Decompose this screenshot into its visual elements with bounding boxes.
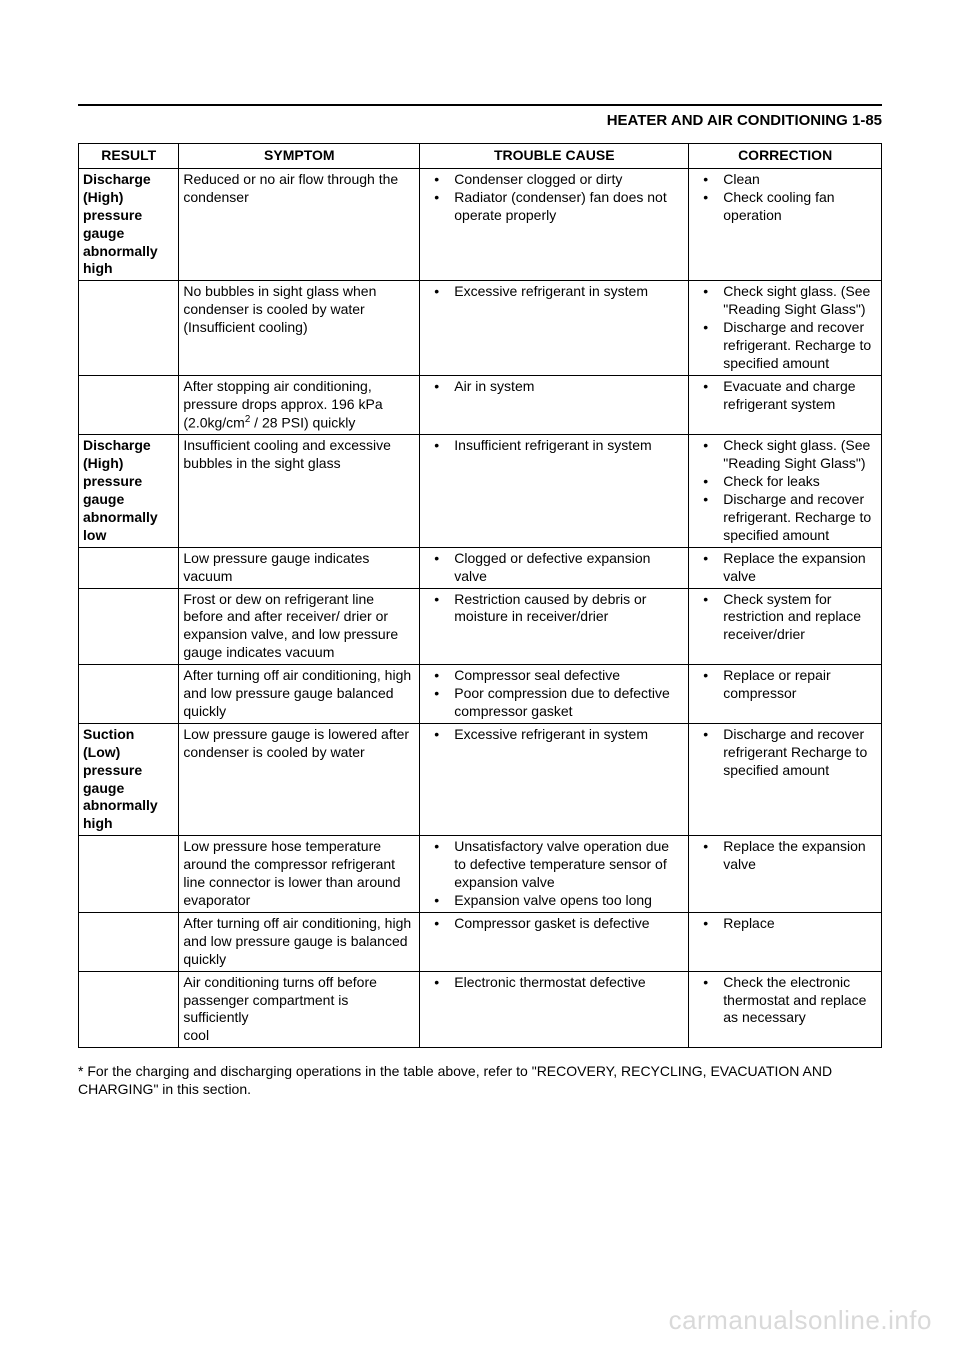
col-correction: CORRECTION <box>689 144 882 169</box>
table-row: Discharge (High) pressure gauge abnormal… <box>79 435 882 547</box>
cause-item: Poor compression due to defective compre… <box>424 685 684 721</box>
footnote-text: * For the charging and discharging opera… <box>78 1062 882 1098</box>
table-row: Low pressure gauge indicates vacuumClogg… <box>79 547 882 588</box>
table-header-row: RESULT SYMPTOM TROUBLE CAUSE CORRECTION <box>79 144 882 169</box>
cell-result: Discharge (High) pressure gauge abnormal… <box>79 168 179 280</box>
cell-result <box>79 912 179 971</box>
cell-symptom: Insufficient cooling and excessive bubbl… <box>179 435 420 547</box>
cell-correction: Check system for restriction and replace… <box>689 588 882 665</box>
correction-item: Discharge and recover refrigerant Rechar… <box>693 726 877 780</box>
cause-item: Excessive refrigerant in system <box>424 726 684 744</box>
cell-trouble-cause: Excessive refrigerant in system <box>420 723 689 835</box>
cause-item: Air in system <box>424 378 684 396</box>
cell-result <box>79 665 179 724</box>
cause-item: Compressor gasket is defective <box>424 915 684 933</box>
cause-item: Unsatisfactory valve operation due to de… <box>424 838 684 892</box>
cell-result <box>79 971 179 1048</box>
cell-result <box>79 836 179 913</box>
cell-symptom: Low pressure hose temperature around the… <box>179 836 420 913</box>
page-header: HEATER AND AIR CONDITIONING 1-85 <box>78 112 882 129</box>
correction-item: Discharge and recover refrigerant. Recha… <box>693 491 877 545</box>
cell-trouble-cause: Excessive refrigerant in system <box>420 281 689 376</box>
correction-item: Replace <box>693 915 877 933</box>
correction-item: Check cooling fan operation <box>693 189 877 225</box>
correction-item: Check the electronic thermostat and repl… <box>693 974 877 1028</box>
table-row: Frost or dew on refrigerant line before … <box>79 588 882 665</box>
header-rule <box>78 104 882 106</box>
cause-item: Expansion valve opens too long <box>424 892 684 910</box>
cell-symptom: No bubbles in sight glass when condenser… <box>179 281 420 376</box>
col-trouble-cause: TROUBLE CAUSE <box>420 144 689 169</box>
correction-item: Evacuate and charge refrigerant system <box>693 378 877 414</box>
table-row: After turning off air conditioning, high… <box>79 665 882 724</box>
cell-trouble-cause: Restriction caused by debris or moisture… <box>420 588 689 665</box>
cell-result <box>79 281 179 376</box>
cell-result: Suction (Low) pressure gauge abnormally … <box>79 723 179 835</box>
cause-item: Condenser clogged or dirty <box>424 171 684 189</box>
cause-item: Restriction caused by debris or moisture… <box>424 591 684 627</box>
table-row: After stopping air conditioning, pressur… <box>79 375 882 434</box>
cell-symptom: After turning off air conditioning, high… <box>179 665 420 724</box>
col-result: RESULT <box>79 144 179 169</box>
table-row: Discharge (High) pressure gauge abnormal… <box>79 168 882 280</box>
cell-result <box>79 547 179 588</box>
table-row: Air conditioning turns off before passen… <box>79 971 882 1048</box>
cell-trouble-cause: Condenser clogged or dirtyRadiator (cond… <box>420 168 689 280</box>
correction-item: Check sight glass. (See "Reading Sight G… <box>693 437 877 473</box>
cell-correction: Check sight glass. (See "Reading Sight G… <box>689 435 882 547</box>
table-body: Discharge (High) pressure gauge abnormal… <box>79 168 882 1047</box>
cell-correction: Replace the expansion valve <box>689 547 882 588</box>
cell-symptom: After stopping air conditioning, pressur… <box>179 375 420 434</box>
correction-item: Replace the expansion valve <box>693 550 877 586</box>
table-row: Suction (Low) pressure gauge abnormally … <box>79 723 882 835</box>
cause-item: Compressor seal defective <box>424 667 684 685</box>
cell-result <box>79 375 179 434</box>
cell-trouble-cause: Clogged or defective expansion valve <box>420 547 689 588</box>
correction-item: Discharge and recover refrigerant. Recha… <box>693 319 877 373</box>
page-container: HEATER AND AIR CONDITIONING 1-85 RESULT … <box>0 0 960 1358</box>
cell-correction: Replace the expansion valve <box>689 836 882 913</box>
cell-symptom: After turning off air conditioning, high… <box>179 912 420 971</box>
cause-item: Excessive refrigerant in system <box>424 283 684 301</box>
correction-item: Replace the expansion valve <box>693 838 877 874</box>
cell-correction: Discharge and recover refrigerant Rechar… <box>689 723 882 835</box>
cell-correction: Replace <box>689 912 882 971</box>
cell-symptom: Low pressure gauge indicates vacuum <box>179 547 420 588</box>
cell-correction: Evacuate and charge refrigerant system <box>689 375 882 434</box>
table-row: No bubbles in sight glass when condenser… <box>79 281 882 376</box>
correction-item: Check for leaks <box>693 473 877 491</box>
col-symptom: SYMPTOM <box>179 144 420 169</box>
cell-trouble-cause: Electronic thermostat defective <box>420 971 689 1048</box>
cell-trouble-cause: Compressor gasket is defective <box>420 912 689 971</box>
correction-item: Clean <box>693 171 877 189</box>
cell-result <box>79 588 179 665</box>
cell-symptom: Low pressure gauge is lowered after cond… <box>179 723 420 835</box>
correction-item: Check sight glass. (See "Reading Sight G… <box>693 283 877 319</box>
cause-item: Electronic thermostat defective <box>424 974 684 992</box>
cell-symptom: Frost or dew on refrigerant line before … <box>179 588 420 665</box>
cause-item: Clogged or defective expansion valve <box>424 550 684 586</box>
cell-correction: Check sight glass. (See "Reading Sight G… <box>689 281 882 376</box>
correction-item: Replace or repair compressor <box>693 667 877 703</box>
watermark-text: carmanualsonline.info <box>669 1305 932 1336</box>
cell-symptom: Reduced or no air flow through the conde… <box>179 168 420 280</box>
cell-correction: Check the electronic thermostat and repl… <box>689 971 882 1048</box>
cause-item: Radiator (condenser) fan does not operat… <box>424 189 684 225</box>
cell-trouble-cause: Compressor seal defectivePoor compressio… <box>420 665 689 724</box>
cell-result: Discharge (High) pressure gauge abnormal… <box>79 435 179 547</box>
correction-item: Check system for restriction and replace… <box>693 591 877 645</box>
cell-symptom: Air conditioning turns off before passen… <box>179 971 420 1048</box>
troubleshooting-table: RESULT SYMPTOM TROUBLE CAUSE CORRECTION … <box>78 143 882 1048</box>
table-row: After turning off air conditioning, high… <box>79 912 882 971</box>
cell-trouble-cause: Unsatisfactory valve operation due to de… <box>420 836 689 913</box>
cell-trouble-cause: Insufficient refrigerant in system <box>420 435 689 547</box>
cause-item: Insufficient refrigerant in system <box>424 437 684 455</box>
table-row: Low pressure hose temperature around the… <box>79 836 882 913</box>
cell-correction: CleanCheck cooling fan operation <box>689 168 882 280</box>
cell-correction: Replace or repair compressor <box>689 665 882 724</box>
cell-trouble-cause: Air in system <box>420 375 689 434</box>
